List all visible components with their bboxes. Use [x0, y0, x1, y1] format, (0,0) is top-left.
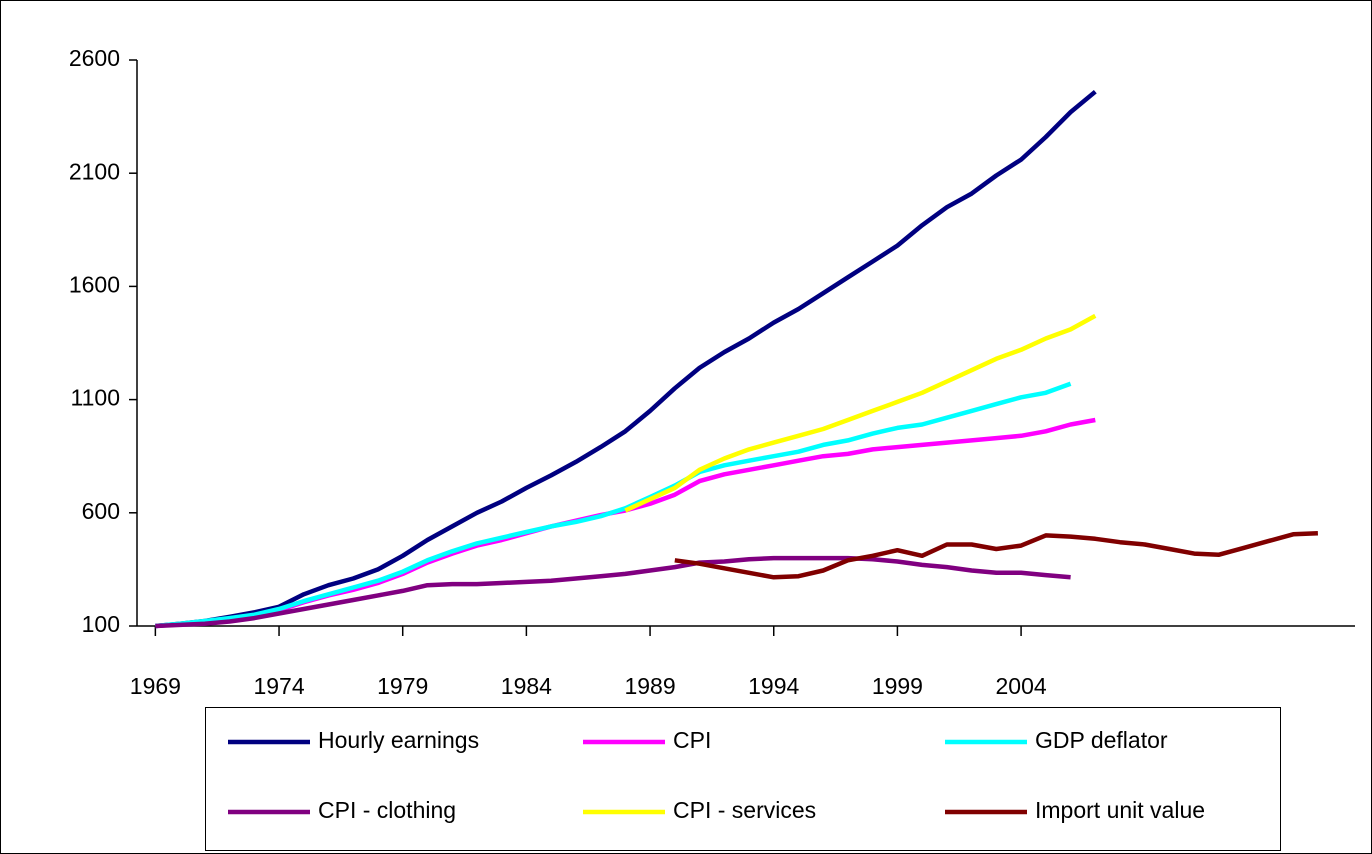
legend-label: CPI - clothing	[318, 797, 456, 823]
x-tick-label: 1979	[377, 673, 428, 699]
legend-label: GDP deflator	[1035, 727, 1168, 753]
series-line	[624, 313, 1097, 513]
x-tick-label: 1984	[501, 673, 552, 699]
y-tick-label: 100	[82, 611, 120, 637]
x-tick-label: 2004	[995, 673, 1046, 699]
y-tick-label: 1600	[69, 271, 120, 297]
y-tick-label: 600	[82, 498, 120, 524]
legend-label: CPI - services	[673, 797, 816, 823]
x-tick-label: 1994	[748, 673, 799, 699]
series-line	[674, 530, 1319, 580]
y-tick-label: 2100	[69, 158, 120, 184]
series-line	[155, 555, 1071, 629]
series-line	[155, 381, 1072, 629]
legend-label: Hourly earnings	[318, 727, 479, 753]
series-line	[155, 89, 1097, 629]
x-tick-label: 1969	[130, 673, 181, 699]
y-tick-label: 2600	[69, 45, 120, 71]
x-tick-label: 1989	[624, 673, 675, 699]
y-tick-label: 1100	[71, 385, 120, 411]
legend-label: CPI	[673, 727, 711, 753]
x-tick-label: 1974	[253, 673, 304, 699]
legend-label: Import unit value	[1035, 797, 1205, 823]
legend	[205, 707, 1281, 851]
x-tick-label: 1999	[872, 673, 923, 699]
